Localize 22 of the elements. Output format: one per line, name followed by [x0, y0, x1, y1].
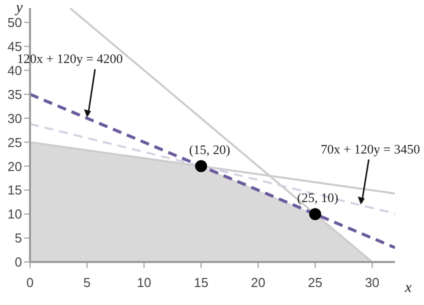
- y-tick-label: 25: [8, 134, 22, 150]
- y-tick-label: 35: [8, 86, 22, 102]
- x-tick-label: 0: [26, 275, 34, 290]
- y-tick-label: 0: [14, 254, 22, 270]
- annotation: 70x + 120y = 3450: [320, 141, 420, 156]
- y-tick-label: 15: [8, 182, 22, 198]
- annotation: (15, 20): [189, 142, 230, 158]
- x-axis-title: x: [404, 280, 412, 296]
- x-tick-label: 10: [136, 275, 152, 290]
- y-tick-label: 30: [8, 110, 22, 126]
- x-tick-label: 15: [194, 275, 208, 290]
- x-tick-label: 20: [250, 275, 266, 290]
- y-tick-label: 5: [14, 230, 22, 246]
- y-tick-label: 20: [8, 158, 22, 174]
- annotation: (25, 10): [297, 190, 338, 206]
- y-tick-label: 10: [8, 206, 22, 222]
- x-tick-label: 30: [364, 275, 380, 290]
- y-tick-label: 50: [8, 14, 22, 30]
- x-tick-label: 25: [308, 275, 322, 290]
- y-tick-label: 45: [8, 38, 22, 54]
- x-tick-label: 5: [83, 275, 91, 290]
- y-axis-title: y: [14, 0, 23, 16]
